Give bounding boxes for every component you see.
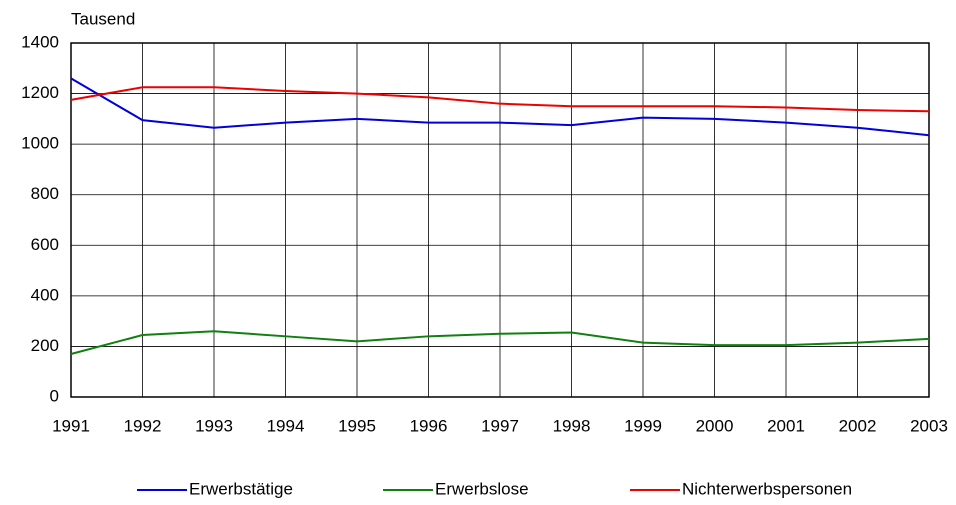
- y-tick-label: 1400: [21, 32, 59, 51]
- x-tick-label: 2003: [910, 416, 948, 435]
- x-tick-label: 2001: [767, 416, 805, 435]
- x-tick-label: 1997: [481, 416, 519, 435]
- legend-label: Erwerbslose: [435, 479, 529, 498]
- y-tick-label: 1200: [21, 83, 59, 102]
- x-tick-label: 1994: [267, 416, 305, 435]
- series-line: [70, 86, 930, 113]
- series-line: [70, 330, 930, 355]
- x-tick-label: 1993: [195, 416, 233, 435]
- x-tick-label: 2002: [839, 416, 877, 435]
- y-tick-label: 200: [31, 336, 59, 355]
- y-tick-label: 600: [31, 235, 59, 254]
- series-line: [70, 77, 930, 137]
- x-tick-label: 2000: [696, 416, 734, 435]
- legend-label: Nichterwerbspersonen: [682, 479, 852, 498]
- x-tick-label: 1992: [124, 416, 162, 435]
- legend-label: Erwerbstätige: [189, 479, 293, 498]
- x-tick-label: 1998: [553, 416, 591, 435]
- y-tick-label: 400: [31, 285, 59, 304]
- x-tick-label: 1996: [410, 416, 448, 435]
- y-tick-label: 0: [50, 386, 59, 405]
- y-tick-label: 800: [31, 184, 59, 203]
- plot-border: [70, 42, 930, 398]
- x-tick-label: 1995: [338, 416, 376, 435]
- x-tick-label: 1999: [624, 416, 662, 435]
- y-axis-label: Tausend: [71, 9, 135, 28]
- y-tick-label: 1000: [21, 134, 59, 153]
- x-tick-label: 1991: [52, 416, 90, 435]
